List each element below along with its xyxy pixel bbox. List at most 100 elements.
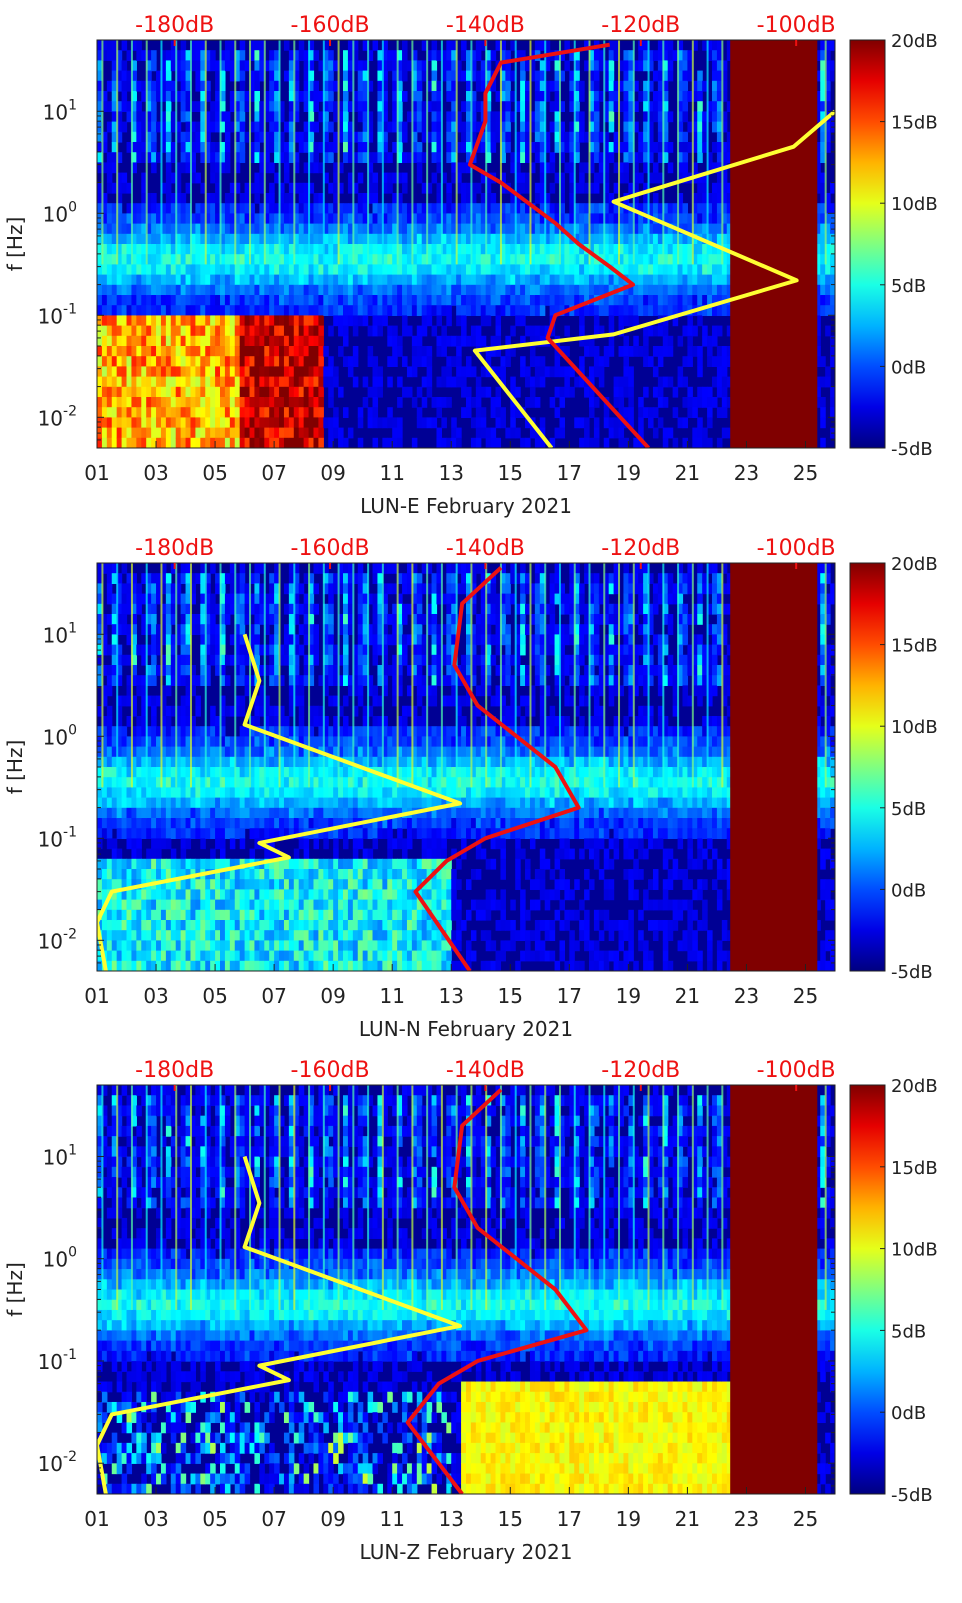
x-axis-label: LUN-N February 2021: [359, 1017, 573, 1041]
colorbar-tick-label: 15dB: [891, 1158, 938, 1179]
colorbar-tick-label: 15dB: [891, 113, 938, 134]
top-db-tick-label: -120dB: [601, 13, 680, 38]
x-tick-label: 01: [84, 984, 109, 1008]
x-tick-label: 19: [616, 1507, 641, 1531]
top-db-tick-label: -160dB: [291, 536, 370, 561]
top-db-tick-label: -140dB: [446, 536, 525, 561]
y-axis-label: f [Hz]: [3, 217, 27, 272]
x-tick-label: 15: [498, 1507, 523, 1531]
colorbar-gradient: [850, 563, 885, 971]
x-tick-label: 19: [616, 984, 641, 1008]
x-tick-label: 01: [84, 461, 109, 485]
top-db-tick-label: -160dB: [291, 1058, 370, 1083]
colorbar-tick-label: -5dB: [891, 439, 933, 460]
x-tick-label: 13: [439, 1507, 464, 1531]
x-tick-label: 15: [498, 984, 523, 1008]
y-tick-label: 100: [43, 722, 77, 749]
top-db-tick-label: -100dB: [757, 1058, 836, 1083]
y-tick-label: 10-2: [38, 1449, 77, 1476]
top-db-tick-label: -180dB: [135, 13, 214, 38]
x-tick-label: 13: [439, 984, 464, 1008]
spectrogram-heatmap: [97, 1085, 836, 1495]
panel-lun-z: 10-2 10-1 100 101 f [Hz] 01 03 05 07 09 11 13 15 17 19…: [3, 1058, 938, 1564]
colorbar-tick-label: 10dB: [891, 194, 938, 215]
colorbar-tick-label: 0dB: [891, 880, 926, 901]
colorbar-tick-label: -5dB: [891, 1485, 933, 1506]
x-tick-label: 05: [202, 1507, 227, 1531]
colorbar-tick-label: 0dB: [891, 1403, 926, 1424]
saturated-block: [730, 563, 817, 971]
top-db-tick-label: -100dB: [757, 13, 836, 38]
y-tick-label: 10-1: [38, 1347, 77, 1374]
x-tick-label: 03: [143, 461, 168, 485]
colorbar-tick-label: 20dB: [891, 554, 938, 575]
y-tick-label: 100: [43, 199, 77, 226]
colorbar-tick-label: 10dB: [891, 717, 938, 738]
colorbar-tick-label: 20dB: [891, 31, 938, 52]
x-tick-label: 25: [793, 461, 818, 485]
x-tick-label: 11: [379, 1507, 404, 1531]
y-tick-label: 101: [43, 620, 77, 647]
y-axis-label: f [Hz]: [3, 1262, 27, 1317]
top-db-tick-label: -140dB: [446, 1058, 525, 1083]
top-db-tick-label: -180dB: [135, 536, 214, 561]
x-tick-label: 23: [734, 1507, 759, 1531]
x-tick-label: 05: [202, 984, 227, 1008]
x-tick-label: 11: [379, 461, 404, 485]
colorbar-tick-label: 5dB: [891, 799, 926, 820]
y-tick-label: 100: [43, 1245, 77, 1272]
x-tick-label: 09: [320, 984, 345, 1008]
top-db-tick-label: -180dB: [135, 1058, 214, 1083]
spectrogram-heatmap: [97, 40, 836, 449]
x-tick-label: 25: [793, 984, 818, 1008]
saturated-block: [730, 40, 817, 448]
x-tick-label: 15: [498, 461, 523, 485]
colorbar: 20dB 15dB 10dB 5dB 0dB -5dB: [850, 1076, 938, 1506]
y-tick-label: 10-2: [38, 403, 77, 430]
x-tick-label: 07: [261, 1507, 286, 1531]
top-db-tick-label: -120dB: [601, 536, 680, 561]
x-tick-label: 23: [734, 461, 759, 485]
x-tick-label: 07: [261, 461, 286, 485]
x-tick-label: 09: [320, 1507, 345, 1531]
colorbar-gradient: [850, 1085, 885, 1494]
x-tick-label: 11: [379, 984, 404, 1008]
x-tick-label: 13: [439, 461, 464, 485]
x-tick-label: 07: [261, 984, 286, 1008]
x-tick-label: 17: [557, 984, 582, 1008]
colorbar-tick-label: -5dB: [891, 962, 933, 983]
top-db-tick-label: -160dB: [291, 13, 370, 38]
y-tick-label: 10-2: [38, 926, 77, 953]
y-tick-label: 101: [43, 97, 77, 124]
colorbar-tick-label: 5dB: [891, 276, 926, 297]
top-db-tick-label: -100dB: [757, 536, 836, 561]
y-tick-label: 101: [43, 1142, 77, 1169]
x-axis-label: LUN-Z February 2021: [360, 1540, 573, 1564]
x-tick-label: 21: [675, 1507, 700, 1531]
colorbar-tick-label: 5dB: [891, 1321, 926, 1342]
x-tick-label: 25: [793, 1507, 818, 1531]
x-tick-label: 21: [675, 984, 700, 1008]
y-axis-label: f [Hz]: [3, 740, 27, 795]
x-axis-label: LUN-E February 2021: [360, 494, 572, 518]
x-tick-label: 23: [734, 984, 759, 1008]
x-tick-label: 03: [143, 1507, 168, 1531]
spectrogram-heatmap: [97, 563, 836, 972]
colorbar: 20dB 15dB 10dB 5dB 0dB -5dB: [850, 31, 938, 460]
colorbar-tick-label: 10dB: [891, 1240, 938, 1261]
x-tick-label: 17: [557, 1507, 582, 1531]
x-tick-label: 09: [320, 461, 345, 485]
top-db-tick-label: -120dB: [601, 1058, 680, 1083]
top-db-tick-label: -140dB: [446, 13, 525, 38]
colorbar-tick-label: 0dB: [891, 357, 926, 378]
saturated-block: [730, 1085, 817, 1494]
colorbar-gradient: [850, 40, 885, 448]
colorbar-tick-label: 20dB: [891, 1076, 938, 1097]
x-tick-label: 01: [84, 1507, 109, 1531]
y-tick-label: 10-1: [38, 301, 77, 328]
x-tick-label: 05: [202, 461, 227, 485]
colorbar-tick-label: 15dB: [891, 636, 938, 657]
